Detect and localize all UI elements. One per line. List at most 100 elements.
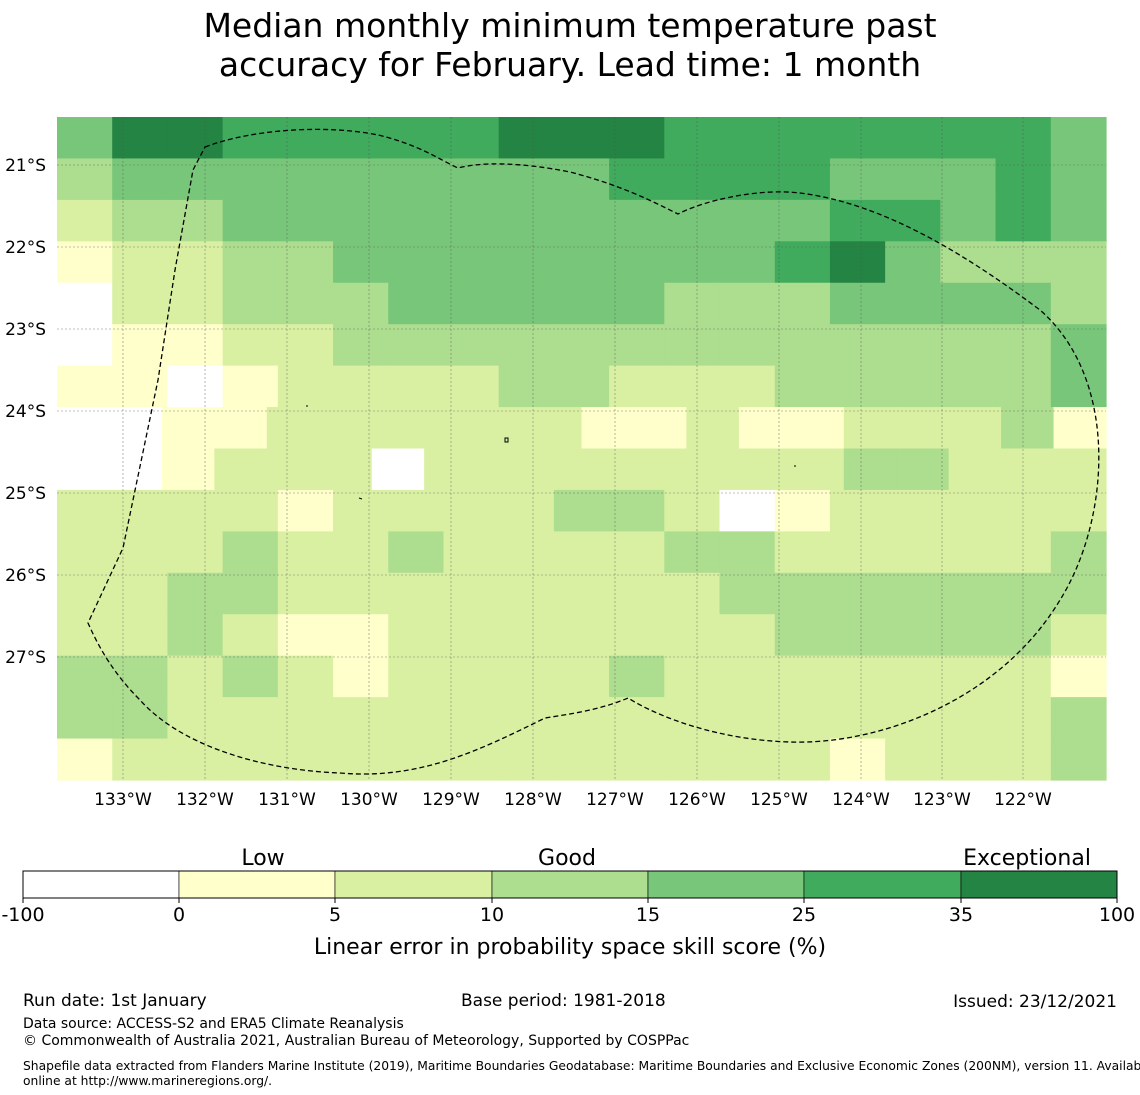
map-cell — [995, 158, 1052, 201]
map-cell — [791, 448, 845, 491]
map-cell — [222, 365, 279, 408]
colorbar-tick-label: 25 — [792, 904, 816, 926]
map-cell — [222, 655, 279, 698]
map-cell — [1001, 448, 1055, 491]
map-cell — [167, 199, 224, 242]
map-cell — [443, 531, 500, 574]
map-cell — [57, 614, 113, 657]
map-cell — [664, 531, 721, 574]
map-cell — [664, 282, 721, 325]
map-cell — [214, 448, 268, 491]
colorbar: Low Good Exceptional -100 0 5 10 15 25 35 100 L… — [1, 846, 1135, 960]
shapefile-credit-line-2: online at http://www.marineregions.org/. — [23, 1074, 273, 1088]
latitude-label: 27°S — [5, 648, 46, 668]
map-cell — [774, 572, 831, 615]
map-cell — [609, 489, 665, 532]
map-cell — [529, 407, 583, 450]
map-cell — [333, 531, 389, 574]
map-cell — [664, 614, 721, 657]
map-cell — [664, 199, 721, 242]
map-cell — [498, 324, 555, 367]
map-cell — [829, 324, 886, 367]
colorbar-segment — [334, 870, 493, 899]
map-cell — [553, 117, 610, 160]
map-cell — [843, 407, 897, 450]
map-cell — [995, 489, 1052, 532]
map-cell — [609, 324, 665, 367]
map-cell — [424, 448, 478, 491]
map-cell — [1050, 158, 1107, 201]
map-cell — [371, 407, 425, 450]
map-cell — [719, 241, 776, 284]
map-cell — [885, 365, 941, 408]
map-cell — [829, 531, 886, 574]
map-cell — [222, 158, 279, 201]
map-cell — [995, 199, 1052, 242]
title-line-1: Median monthly minimum temperature past — [203, 6, 937, 45]
map-cell — [222, 117, 279, 160]
map-cell — [57, 158, 113, 201]
map-cell — [553, 241, 610, 284]
map-cell — [476, 407, 530, 450]
colorbar-tick-label: 5 — [329, 904, 341, 926]
longitude-label: 128°W — [504, 790, 562, 810]
latitude-label: 25°S — [5, 484, 46, 504]
islands — [306, 405, 796, 500]
map-cell — [829, 697, 886, 740]
latitude-label: 22°S — [5, 238, 46, 258]
map-cell — [885, 324, 941, 367]
longitude-label: 124°W — [832, 790, 890, 810]
map-cell — [885, 531, 941, 574]
map-cell — [553, 572, 610, 615]
map-cell — [940, 199, 997, 242]
map-cell — [443, 572, 500, 615]
map-cell — [388, 697, 445, 740]
longitude-label: 133°W — [94, 790, 152, 810]
map-cell — [664, 572, 721, 615]
map-cell — [388, 365, 445, 408]
map-cell — [222, 572, 279, 615]
map-cell — [498, 365, 555, 408]
map-cell — [498, 241, 555, 284]
map-cell — [609, 614, 665, 657]
map-cell — [167, 655, 224, 698]
map-cell — [995, 614, 1052, 657]
map-cell — [222, 531, 279, 574]
map-cell — [443, 738, 500, 781]
map-cell — [112, 199, 169, 242]
map-cell — [112, 241, 169, 284]
map-cell — [609, 241, 665, 284]
skill-score-map: 133°W 132°W 131°W 130°W 129°W 128°W 127°W 126°W… — [5, 117, 1107, 810]
map-cell — [829, 572, 886, 615]
map-cell — [167, 697, 224, 740]
map-cell — [57, 407, 111, 450]
map-cell — [388, 199, 445, 242]
map-cell — [57, 738, 113, 781]
map-cell — [553, 489, 610, 532]
map-cell — [424, 407, 478, 450]
map-cell — [940, 572, 997, 615]
map-cell — [664, 324, 721, 367]
map-cell — [161, 448, 215, 491]
colorbar-tick-label: 35 — [949, 904, 973, 926]
map-cell — [167, 572, 224, 615]
map-cell — [774, 282, 831, 325]
longitude-label: 132°W — [176, 790, 234, 810]
colorbar-tick-label: 10 — [480, 904, 504, 926]
map-cell — [167, 282, 224, 325]
map-cell — [843, 448, 897, 491]
map-cell — [940, 282, 997, 325]
map-cell — [940, 697, 997, 740]
map-cell — [498, 614, 555, 657]
map-cell — [57, 655, 113, 698]
map-cell — [885, 241, 941, 284]
map-cell — [719, 531, 776, 574]
map-cell — [333, 572, 389, 615]
map-cell — [995, 738, 1052, 781]
map-cell — [167, 324, 224, 367]
map-cell — [167, 614, 224, 657]
map-cell — [940, 158, 997, 201]
map-cell — [112, 655, 169, 698]
map-cell — [609, 572, 665, 615]
map-cell — [664, 241, 721, 284]
